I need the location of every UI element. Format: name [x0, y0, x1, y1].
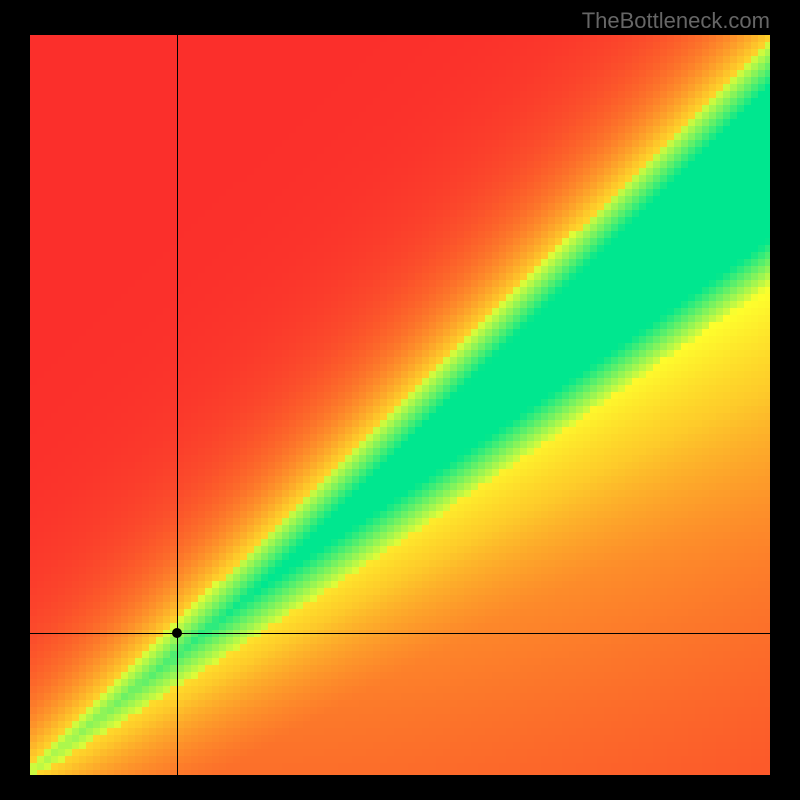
heatmap-plot [30, 35, 770, 775]
watermark-text: TheBottleneck.com [582, 8, 770, 34]
chart-container: { "watermark": "TheBottleneck.com", "hea… [0, 0, 800, 800]
heatmap-canvas [30, 35, 770, 775]
